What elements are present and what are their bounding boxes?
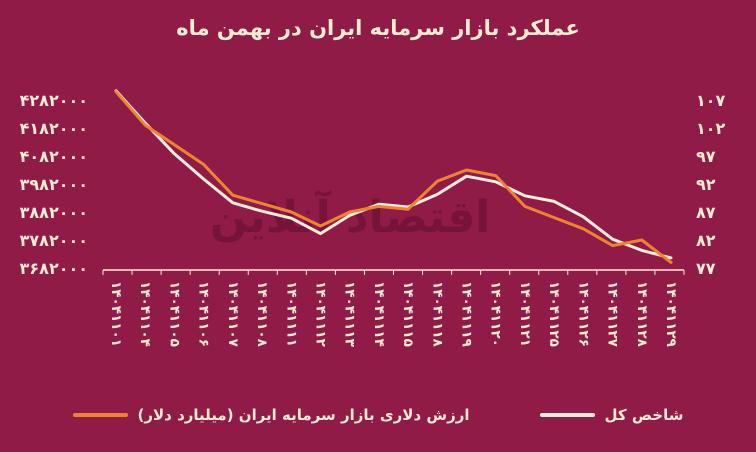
svg-text:۱۴۰۴۱۱۲۵: ۱۴۰۴۱۱۲۵ xyxy=(546,281,562,347)
svg-text:۴۲۸۲۰۰۰: ۴۲۸۲۰۰۰ xyxy=(20,91,88,110)
y-axis-right-labels: ۱۰۷ ۱۰۲ ۹۷ ۹۲ ۸۷ ۸۲ ۷۷ xyxy=(696,91,726,278)
svg-text:۱۴۰۴۱۱۱۹: ۱۴۰۴۱۱۱۹ xyxy=(459,281,475,347)
svg-text:۱۴۰۴۱۱۰۵: ۱۴۰۴۱۱۰۵ xyxy=(166,281,182,347)
svg-text:۹۲: ۹۲ xyxy=(696,175,716,194)
svg-text:۸۲: ۸۲ xyxy=(696,231,716,250)
svg-text:۴۱۸۲۰۰۰: ۴۱۸۲۰۰۰ xyxy=(20,119,88,138)
svg-text:۱۴۰۴۱۱۲۸: ۱۴۰۴۱۱۲۸ xyxy=(634,281,650,348)
svg-text:۱۴۰۴۱۱۰۱: ۱۴۰۴۱۱۰۱ xyxy=(108,281,124,347)
total-index-line xyxy=(114,89,673,260)
svg-text:۱۴۰۴۱۱۰۷: ۱۴۰۴۱۱۰۷ xyxy=(225,281,241,348)
svg-text:۱۴۰۴۱۱۰۴: ۱۴۰۴۱۱۰۴ xyxy=(137,281,153,347)
legend: ارزش دلاری بازار سرمایه ایران (میلیارد د… xyxy=(0,406,756,424)
legend-item-total-index: شاخص کل xyxy=(539,406,684,424)
x-axis-date-labels: ۱۴۰۴۱۱۰۱ ۱۴۰۴۱۱۰۴ ۱۴۰۴۱۱۰۵ ۱۴۰۴۱۱۰۶ ۱۴۰۴۱۱۰۷… xyxy=(108,281,679,348)
dollar-value-line xyxy=(114,90,673,264)
svg-text:۱۰۲: ۱۰۲ xyxy=(696,119,726,138)
svg-text:۸۷: ۸۷ xyxy=(696,203,716,222)
svg-text:۹۷: ۹۷ xyxy=(696,147,716,166)
svg-text:۱۴۰۴۱۱۲۷: ۱۴۰۴۱۱۲۷ xyxy=(605,281,621,348)
svg-text:۱۰۷: ۱۰۷ xyxy=(696,91,726,110)
svg-text:۳۸۸۲۰۰۰: ۳۸۸۲۰۰۰ xyxy=(20,203,88,222)
svg-text:۷۷: ۷۷ xyxy=(696,259,716,278)
y-axis-left-labels: ۴۲۸۲۰۰۰ ۴۱۸۲۰۰۰ ۴۰۸۲۰۰۰ ۳۹۸۲۰۰۰ ۳۸۸۲۰۰۰ ۳۷۸۲۰… xyxy=(20,91,88,278)
legend-label-dollar-value: ارزش دلاری بازار سرمایه ایران (میلیارد د… xyxy=(137,406,470,424)
svg-text:۱۴۰۴۱۱۱۳: ۱۴۰۴۱۱۱۳ xyxy=(342,281,358,348)
svg-text:۳۶۸۲۰۰۰: ۳۶۸۲۰۰۰ xyxy=(20,259,88,278)
svg-text:۱۴۰۴۱۱۱۵: ۱۴۰۴۱۱۱۵ xyxy=(400,281,416,347)
svg-text:۱۴۰۴۱۱۲۶: ۱۴۰۴۱۱۲۶ xyxy=(575,281,591,347)
svg-text:۱۴۰۴۱۱۲۱: ۱۴۰۴۱۱۲۱ xyxy=(517,281,533,347)
svg-text:۱۴۰۴۱۱۱۲: ۱۴۰۴۱۱۱۲ xyxy=(312,281,328,348)
svg-text:۱۴۰۴۱۱۱۸: ۱۴۰۴۱۱۱۸ xyxy=(429,281,445,348)
svg-text:۱۴۰۴۱۱۲۹: ۱۴۰۴۱۱۲۹ xyxy=(663,281,679,347)
svg-text:۳۷۸۲۰۰۰: ۳۷۸۲۰۰۰ xyxy=(20,231,88,250)
svg-text:۳۹۸۲۰۰۰: ۳۹۸۲۰۰۰ xyxy=(20,175,88,194)
dollar-value-line-sample xyxy=(72,413,128,417)
x-axis xyxy=(102,269,685,275)
legend-label-total-index: شاخص کل xyxy=(604,406,684,424)
legend-item-dollar-value: ارزش دلاری بازار سرمایه ایران (میلیارد د… xyxy=(72,406,470,424)
svg-text:۱۴۰۴۱۱۱۱: ۱۴۰۴۱۱۱۱ xyxy=(283,281,299,347)
chart-series-lines xyxy=(114,89,673,264)
svg-text:۱۴۰۴۱۱۰۸: ۱۴۰۴۱۱۰۸ xyxy=(254,281,270,348)
svg-text:۱۴۰۴۱۱۲۰: ۱۴۰۴۱۱۲۰ xyxy=(488,281,504,347)
chart-title: عملکرد بازار سرمایه ایران در بهمن ماه xyxy=(176,16,580,40)
svg-text:۱۴۰۴۱۱۰۶: ۱۴۰۴۱۱۰۶ xyxy=(196,281,212,347)
svg-text:۱۴۰۴۱۱۱۴: ۱۴۰۴۱۱۱۴ xyxy=(371,281,387,347)
svg-text:۴۰۸۲۰۰۰: ۴۰۸۲۰۰۰ xyxy=(20,147,88,166)
total-index-line-sample xyxy=(539,413,595,417)
